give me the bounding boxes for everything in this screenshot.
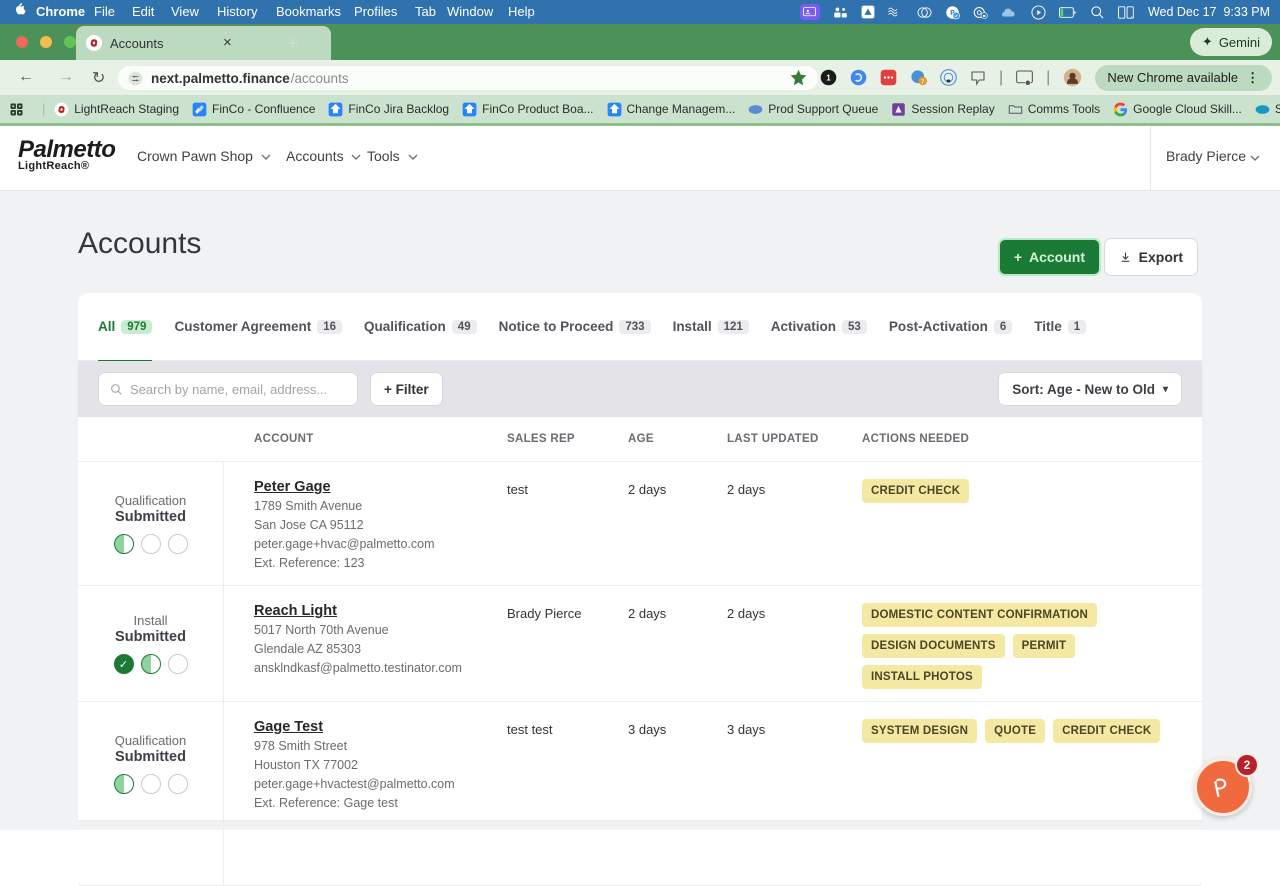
svg-text:1: 1 (826, 73, 831, 82)
svg-text:7: 7 (921, 80, 924, 86)
